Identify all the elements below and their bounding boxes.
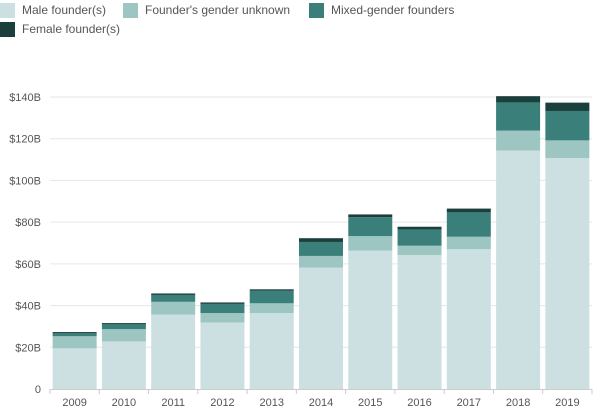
y-tick-label: $100B	[9, 175, 41, 187]
y-tick-label: $60B	[15, 259, 41, 271]
x-tick-label: 2013	[259, 397, 283, 409]
bar-segment	[151, 314, 196, 389]
x-tick-label: 2010	[112, 397, 136, 409]
bar-segment	[299, 255, 343, 268]
bar-segment	[545, 140, 590, 159]
bar-segment	[348, 236, 393, 251]
bar-segment	[446, 249, 491, 389]
bar-segment	[101, 341, 146, 389]
bar-segment	[52, 333, 97, 337]
x-tick-label: 2019	[555, 397, 579, 409]
bar-segment	[348, 250, 393, 389]
bar-segment	[52, 336, 97, 349]
y-tick-label: $40B	[15, 301, 41, 313]
legend-label-unknown: Founder's gender unknown	[145, 3, 291, 17]
bar-segment	[397, 245, 442, 256]
x-tick-label: 2018	[506, 397, 530, 409]
bar-segment	[446, 236, 491, 250]
bar-segment	[446, 208, 491, 213]
bar-segment	[200, 302, 245, 304]
bar-segment	[249, 313, 294, 389]
bar-segment	[397, 255, 442, 389]
bar-segment	[200, 322, 245, 389]
bars	[52, 96, 590, 389]
y-tick-label: $140B	[9, 92, 41, 104]
bar-segment	[496, 130, 541, 151]
legend-label-mixed: Mixed-gender founders	[331, 3, 455, 17]
y-tick-label: 0	[35, 384, 41, 396]
legend-label-male: Male founder(s)	[22, 3, 107, 17]
bar-segment	[249, 290, 294, 304]
x-tick-label: 2012	[210, 397, 234, 409]
bar-segment	[496, 150, 541, 389]
x-tick-label: 2009	[62, 397, 86, 409]
chart-legend: Male founder(s) Founder's gender unknown…	[0, 0, 600, 40]
bar-segment	[446, 212, 491, 237]
bar-segment	[348, 214, 393, 218]
bar-segment	[545, 158, 590, 389]
bar-segment	[545, 110, 590, 141]
x-axis: 2009 2010 2011 2012 2013 2014 2015 2016 2017 2018…	[49, 389, 593, 409]
x-tick-label: 2016	[407, 397, 431, 409]
bar-segment	[200, 313, 245, 323]
legend-label-female: Female founder(s)	[22, 22, 121, 36]
legend-item-female: Female founder(s)	[0, 21, 120, 37]
y-tick-label: $20B	[15, 342, 41, 354]
legend-item-unknown: Founder's gender unknown	[123, 2, 290, 18]
y-axis: 0 $20B $40B $60B $80B $100B $120B $140B	[9, 92, 41, 396]
bar-segment	[151, 293, 196, 295]
bar-segment	[348, 217, 393, 237]
x-tick-label: 2011	[161, 397, 185, 409]
x-tick-label: 2014	[309, 397, 333, 409]
bar-segment	[496, 102, 541, 131]
legend-swatch-male	[0, 2, 15, 18]
bar-segment	[299, 241, 343, 256]
bar-segment	[151, 294, 196, 302]
bar-segment	[101, 324, 146, 330]
bar-segment	[299, 267, 343, 389]
y-tick-label: $120B	[9, 134, 41, 146]
bar-segment	[545, 102, 590, 111]
bar-segment	[397, 229, 442, 246]
legend-item-mixed: Mixed-gender founders	[309, 2, 454, 18]
legend-swatch-female	[0, 21, 15, 37]
bar-segment	[397, 226, 442, 230]
bar-segment	[299, 238, 343, 242]
legend-swatch-mixed	[309, 2, 324, 18]
bar-segment	[101, 323, 146, 325]
bar-segment	[249, 289, 294, 291]
bar-segment	[249, 303, 294, 314]
bar-segment	[52, 348, 97, 389]
bar-segment	[200, 303, 245, 314]
x-tick-label: 2017	[457, 397, 481, 409]
bar-segment	[496, 96, 541, 103]
legend-swatch-unknown	[123, 2, 138, 18]
bar-segment	[52, 332, 97, 334]
x-tick-label: 2015	[358, 397, 382, 409]
y-tick-label: $80B	[15, 217, 41, 229]
bar-segment	[151, 301, 196, 315]
bar-segment	[101, 329, 146, 342]
legend-item-male: Male founder(s)	[0, 2, 106, 18]
